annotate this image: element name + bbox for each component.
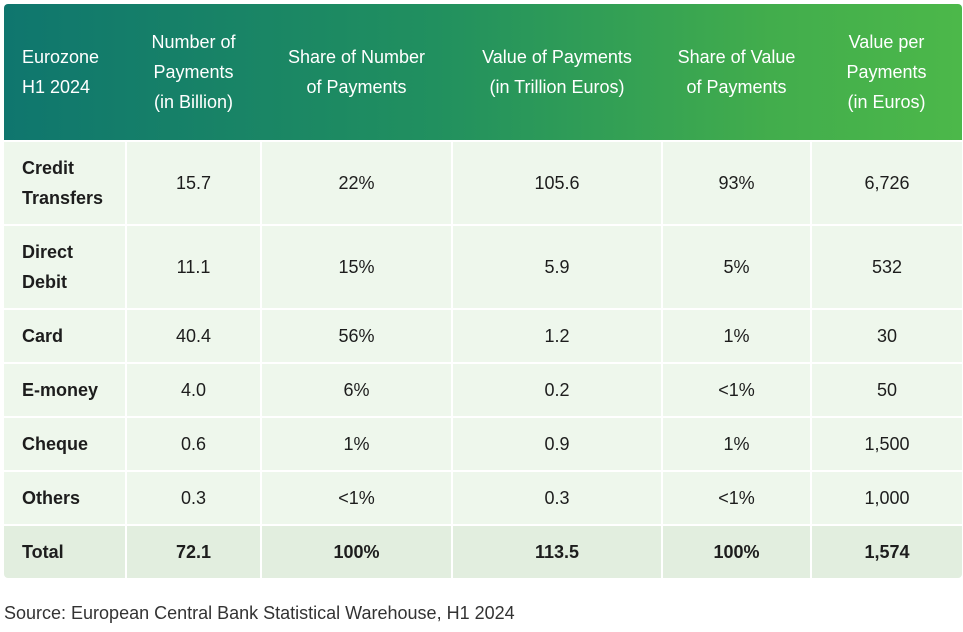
table-cell: 5.9 [451, 224, 662, 309]
table-body: Credit Transfers 15.7 22% 105.6 93% 6,726 Direc… [4, 140, 962, 578]
table-cell: <1% [661, 470, 811, 525]
column-header-line: Payments [846, 62, 927, 82]
row-label: E-money [4, 362, 126, 417]
column-header-2: Share of Number of Payments [261, 4, 452, 141]
table-cell: 1% [260, 416, 452, 471]
column-header-line: H1 2024 [22, 77, 91, 97]
table-cell: 5% [661, 224, 811, 309]
table-cell: 1% [661, 308, 811, 363]
column-header-line: Payments [153, 62, 234, 82]
column-header-line: of Payments [306, 77, 407, 97]
row-label-line: Credit [22, 158, 75, 178]
column-header-line: Value per [848, 32, 925, 52]
table-cell: <1% [661, 362, 811, 417]
row-label-line: Card [22, 326, 64, 346]
row-label: Others [4, 470, 126, 525]
total-row: Total 72.1 100% 113.5 100% 1,574 [4, 524, 962, 578]
table-row: E-money 4.0 6% 0.2 <1% 50 [4, 362, 962, 417]
column-header-0: Eurozone H1 2024 [4, 4, 126, 141]
table-cell: 532 [810, 224, 962, 309]
column-header-4: Share of Value of Payments [662, 4, 811, 141]
row-label-line: Transfers [22, 188, 104, 208]
table-row: Cheque 0.6 1% 0.9 1% 1,500 [4, 416, 962, 471]
table-cell: 15.7 [125, 140, 261, 225]
row-label-line: Debit [22, 272, 67, 292]
row-label-line: Direct [22, 242, 74, 262]
column-header-1: Number of Payments (in Billion) [126, 4, 261, 141]
payments-table-container: Eurozone H1 2024 Number of Payments (in Bill… [4, 4, 962, 578]
row-label: Total [4, 524, 126, 578]
table-cell: 15% [260, 224, 452, 309]
table-cell: 0.6 [125, 416, 261, 471]
table-row: Credit Transfers 15.7 22% 105.6 93% 6,726 [4, 140, 962, 225]
table-cell: 1,500 [810, 416, 962, 471]
table-cell: 93% [661, 140, 811, 225]
row-label-line: Others [22, 488, 81, 508]
table-cell: 100% [260, 524, 452, 578]
table-cell: 113.5 [451, 524, 662, 578]
table-row: Card 40.4 56% 1.2 1% 30 [4, 308, 962, 363]
column-header-line: Share of Number [287, 47, 426, 67]
row-label: Card [4, 308, 126, 363]
table-cell: 1.2 [451, 308, 662, 363]
column-header-line: Value of Payments [482, 47, 632, 67]
table-cell: <1% [260, 470, 452, 525]
table-cell: 0.3 [451, 470, 662, 525]
row-label-line: E-money [22, 380, 99, 400]
table-cell: 6% [260, 362, 452, 417]
table-cell: 1% [661, 416, 811, 471]
table-cell: 1,000 [810, 470, 962, 525]
payments-table: Eurozone H1 2024 Number of Payments (in Bill… [4, 4, 962, 578]
source-note: Source: European Central Bank Statistica… [4, 603, 515, 623]
table-row: Others 0.3 <1% 0.3 <1% 1,000 [4, 470, 962, 525]
column-header-line: Number of [151, 32, 236, 52]
column-header-line: (in Trillion Euros) [489, 77, 625, 97]
table-cell: 0.2 [451, 362, 662, 417]
column-header-5: Value per Payments (in Euros) [811, 4, 962, 141]
row-label: Cheque [4, 416, 126, 471]
row-label: Credit Transfers [4, 140, 126, 225]
table-cell: 105.6 [451, 140, 662, 225]
header-row: Eurozone H1 2024 Number of Payments (in Bill… [4, 4, 962, 141]
table-cell: 72.1 [125, 524, 261, 578]
row-label: Direct Debit [4, 224, 126, 309]
table-cell: 0.3 [125, 470, 261, 525]
table-cell: 0.9 [451, 416, 662, 471]
row-label-line: Cheque [22, 434, 89, 454]
column-header-line: of Payments [686, 77, 787, 97]
table-cell: 1,574 [810, 524, 962, 578]
table-cell: 4.0 [125, 362, 261, 417]
column-header-line: Eurozone [22, 47, 100, 67]
table-cell: 56% [260, 308, 452, 363]
table-cell: 40.4 [125, 308, 261, 363]
table-cell: 30 [810, 308, 962, 363]
column-header-line: Share of Value [677, 47, 796, 67]
column-header-line: (in Euros) [847, 92, 926, 112]
column-header-line: (in Billion) [153, 92, 234, 112]
table-row: Direct Debit 11.1 15% 5.9 5% 532 [4, 224, 962, 309]
row-label-line: Total [22, 542, 64, 562]
table-cell: 100% [661, 524, 811, 578]
table-cell: 22% [260, 140, 452, 225]
column-header-3: Value of Payments (in Trillion Euros) [452, 4, 662, 141]
table-cell: 11.1 [125, 224, 261, 309]
table-cell: 6,726 [810, 140, 962, 225]
table-cell: 50 [810, 362, 962, 417]
